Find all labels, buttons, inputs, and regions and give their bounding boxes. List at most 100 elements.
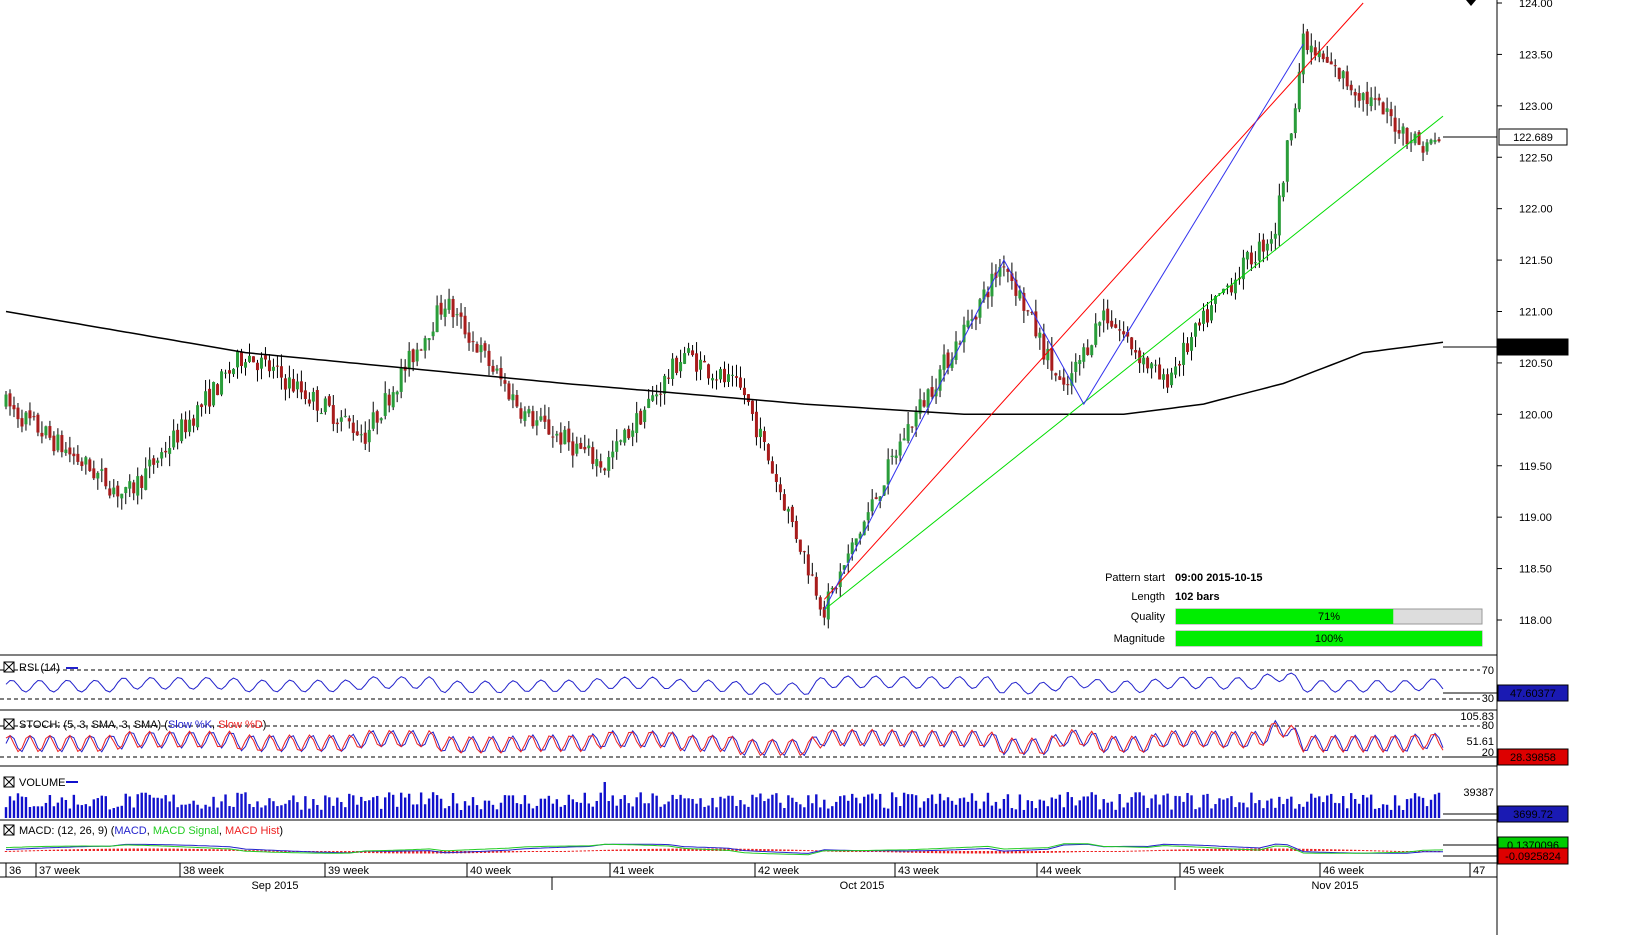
macd-hist-bar [407,851,411,854]
macd-hist-bar [942,851,946,854]
macd-hist-bar [1349,849,1353,851]
volume-bar [719,796,722,818]
macd-hist-bar [926,851,930,854]
candle-body [387,394,391,406]
macd-hist-bar [1062,851,1065,853]
volume-bar [1298,804,1301,818]
macd-hist-bar [1338,849,1341,851]
volume-bar [751,794,754,818]
stoch-top-label: 105.83 [1460,711,1494,723]
volume-bar [595,800,598,818]
macd-hist-bar [898,851,902,853]
candle-body [1170,372,1174,386]
volume-bar [1154,794,1157,818]
macd-hist-bar [1194,849,1197,851]
candle-body [1150,363,1154,369]
volume-bar [1198,807,1201,818]
candle-body [675,357,679,373]
macd-hist-bar [384,851,387,854]
macd-hist-bar [1126,850,1129,852]
volume-bar [807,795,810,818]
candle-body [236,351,240,368]
candle-body [1353,91,1357,96]
volume-bar [563,805,567,818]
macd-hist-bar [495,851,499,853]
candle-body [144,468,148,490]
candle-body [607,457,611,471]
candle-body [1229,284,1233,293]
macd-hist-bar [152,848,155,851]
volume-bar [1126,802,1129,818]
macd-hist-bar [284,851,287,852]
candle-body [263,355,267,360]
volume-bar [1086,796,1089,818]
volume-bar [855,797,858,818]
candle-body [1070,373,1074,386]
volume-bar [974,800,978,818]
volume-bar [108,809,111,818]
candle-body [411,349,415,363]
macd-hist-bar [1393,850,1397,852]
macd-hist-bar [667,848,670,851]
volume-bar [1286,798,1289,818]
macd-hist-bar [80,849,84,851]
volume-bar [619,798,622,818]
candle-body [1345,71,1349,87]
macd-hist-bar [1006,851,1010,854]
scroll-arrow-icon[interactable] [1466,0,1476,6]
candle-body [1026,310,1030,312]
volume-bar [1074,805,1077,818]
volume-bar [894,797,898,818]
volume-bar [216,807,219,818]
candle-body [267,360,271,372]
macd-hist-bar [511,851,515,853]
macd-hist-bar [803,849,806,851]
volume-bar [1421,797,1425,818]
macd-hist-bar [779,849,782,851]
macd-hist-bar [1198,849,1201,851]
volume-bar [759,793,762,818]
candle-body [671,358,675,379]
candle-body [1162,374,1166,380]
macd-hist-bar [148,848,151,851]
volume-bar [914,795,918,818]
macd-hist-bar [575,850,579,852]
volume-bar [1310,793,1313,818]
candle-body [1425,142,1429,152]
volume-bar [655,795,658,818]
candle-body [639,410,643,425]
candle-body [914,411,918,427]
candle-body [1138,350,1142,364]
volume-bar [1190,795,1193,818]
macd-hist-bar [555,851,559,852]
candle-body [966,320,970,327]
candle-body [511,394,515,401]
candle-body [539,416,543,421]
volume-bar [1246,807,1249,818]
macd-hist-bar [1030,851,1034,854]
volume-bar [1042,800,1046,818]
volume-bar [1226,798,1229,818]
macd-hist-bar [8,850,12,852]
volume-bar [1142,795,1145,818]
volume-bar [659,806,662,818]
volume-bar [942,800,946,818]
volume-bar [966,801,970,818]
volume-bar [555,799,559,818]
volume-bar [1401,809,1405,818]
macd-hist-bar [376,851,379,854]
candle-body [4,394,8,407]
candle-body [12,405,16,410]
candle-body [259,357,263,369]
macd-hist-bar [320,851,323,853]
candle-body [1361,93,1365,101]
candle-body [878,496,882,502]
macd-hist-bar [156,848,159,851]
macd-close-cross [3,824,15,836]
volume-bar [228,806,231,818]
candle-body [1393,117,1397,132]
volume-bar [499,802,503,818]
macd-hist-bar [132,848,135,851]
volume-bar [898,806,902,818]
